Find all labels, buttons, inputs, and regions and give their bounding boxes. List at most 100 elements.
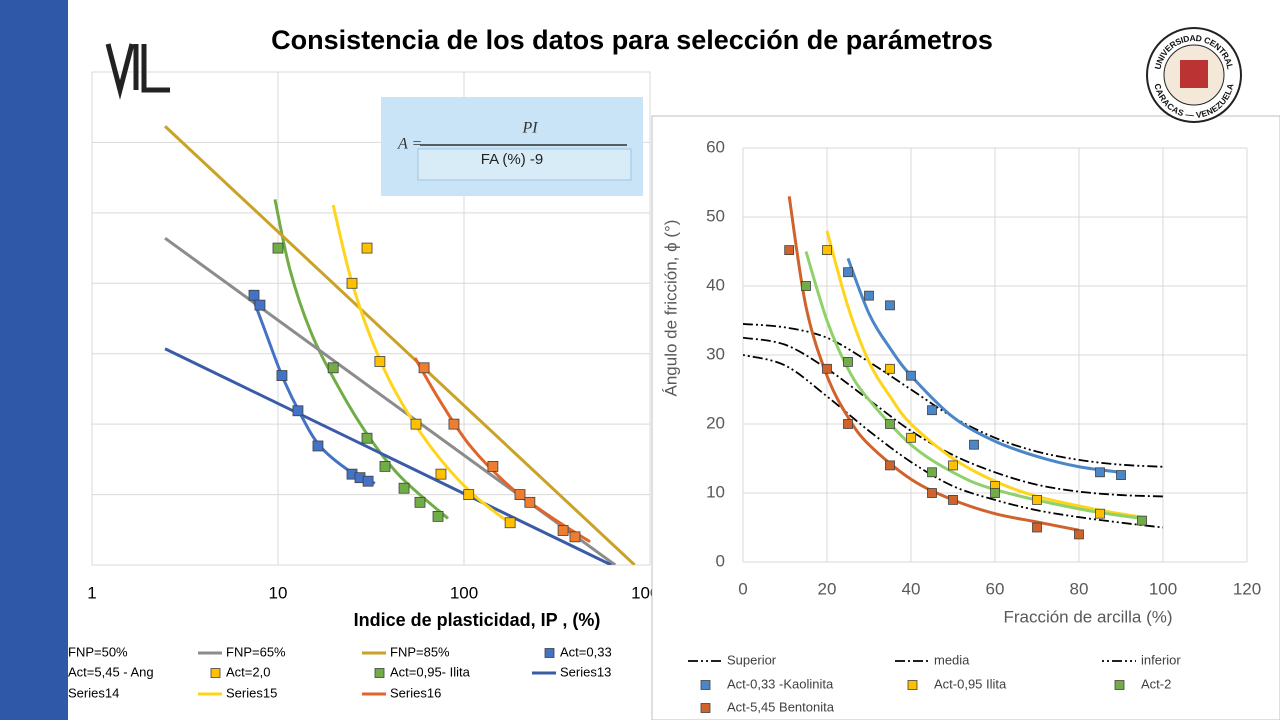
series-line [743,354,1164,529]
legend-label: Act-0,33 -Kaolinita [727,676,834,691]
plot-markers [784,245,1147,540]
data-point [362,475,374,487]
series-line [164,125,636,565]
data-point [927,467,937,478]
x-axis-label: Indice de plasticidad, IP , (%) [354,610,601,630]
legend-swatch [907,680,918,690]
data-point [822,363,832,374]
data-point [906,432,916,443]
series-line [825,230,1143,519]
x-tick-label: 60 [986,579,1005,598]
x-tick-label: 20 [818,579,837,598]
legend-label: inferior [1141,652,1181,667]
university-seal: UNIVERSIDAD CENTRAL CARACAS — VENEZUELA [1146,27,1242,123]
legend-label: FNP=50% [68,644,128,659]
y-tick-label: 30 [706,344,725,363]
series-line [273,199,449,520]
y-tick-label: 20 [706,413,725,432]
data-point [948,460,958,471]
x-tick-label: 1 [87,583,96,602]
data-point [361,432,373,444]
legend-label: Act-5,45 Bentonita [727,699,835,714]
legend-swatch [210,668,221,678]
data-point [346,277,358,289]
data-point [410,418,422,430]
data-point [927,405,937,416]
legend-label: Superior [727,652,777,667]
y-tick-label: 60 [706,137,725,156]
data-point [569,531,581,543]
right-chart: 0 10 20 30 40 50 60 0 20 40 60 80 100 120 Fracción de … [651,115,1280,720]
data-point [414,496,426,508]
data-point [990,488,1000,498]
x-tick-label: 100 [450,583,478,602]
data-point [248,289,260,301]
data-point [801,281,811,291]
x-tick-label: 40 [902,579,921,598]
legend-swatch [374,668,385,678]
data-point [969,439,979,450]
series-line [846,257,1122,474]
slide-title: Consistencia de los datos para selección… [271,25,993,55]
x-axis-label: Fracción de arcilla (%) [1003,607,1172,626]
data-point [448,418,460,430]
data-point [948,494,958,505]
x-tick-label: 80 [1070,579,1089,598]
series-line [164,347,613,565]
y-axis-label: Ángulo de fricción, ϕ (°) [661,220,680,397]
data-point [1074,529,1084,540]
legend-label: FNP=85% [390,644,450,659]
data-point [843,419,853,429]
legend-label: Act=0,95- Ilita [390,664,471,679]
series-line [804,251,1143,521]
data-point [557,525,569,536]
y-tick-label: 0 [716,551,725,570]
series-line [743,336,1164,498]
legend-label: Act=0,33 [560,644,612,659]
data-point [1095,467,1105,478]
data-point [1095,508,1105,519]
data-point [885,300,895,311]
data-point [1032,494,1042,505]
legend-label: Series15 [226,685,277,700]
data-point [276,370,288,381]
legend-label: Series16 [390,685,441,700]
data-point [379,460,391,472]
data-point [463,489,475,500]
x-tick-label: 10 [269,583,288,602]
data-point [1137,515,1147,526]
data-point [254,299,266,311]
data-point [927,488,937,498]
formula-lhs: A = [397,136,422,153]
plot-marks [743,196,1164,532]
plot-markers [248,242,581,543]
data-point [524,496,536,508]
legend-swatch [1114,680,1125,690]
data-point [885,363,895,374]
data-point [487,460,499,472]
x-tick-label: 0 [738,579,747,598]
data-point [418,362,430,374]
data-point [374,356,386,367]
series-line [787,196,1080,532]
data-point [398,482,410,494]
data-point [843,356,853,367]
formula-numerator: PI [521,120,538,137]
y-tick-label: 10 [706,482,725,501]
legend-label: Act-0,95 Ilita [934,676,1007,691]
data-point [504,517,516,529]
data-point [514,489,526,500]
vil-logo [105,43,170,100]
legend-swatch [700,680,711,690]
data-point [885,419,895,429]
data-point [784,245,795,256]
legend-label: Act-2 [1141,676,1171,691]
data-point [822,245,832,256]
data-point [361,242,373,254]
x-tick-label: 120 [1233,579,1261,598]
data-point [1116,470,1126,480]
data-point [292,405,304,417]
legend-label: Act=2,0 [226,664,270,679]
